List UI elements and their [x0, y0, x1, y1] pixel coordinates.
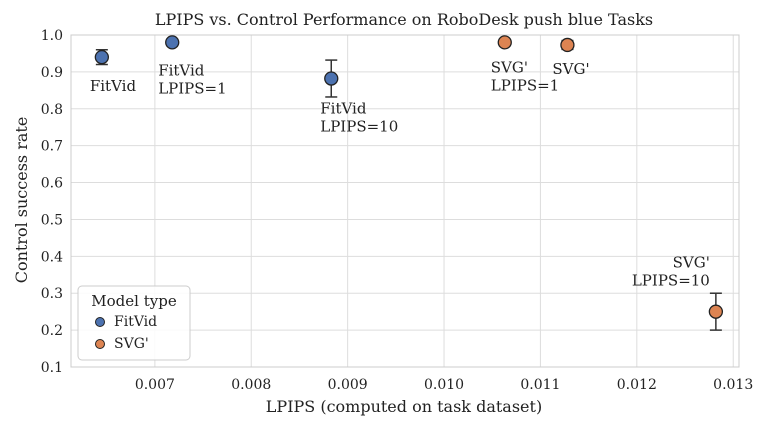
x-tick-labels: 0.007 0.008 0.009 0.010 0.011 0.012 0.013	[135, 377, 753, 393]
x-tick-label: 0.008	[231, 377, 271, 393]
point-annotation: LPIPS=10	[632, 272, 710, 290]
y-tick-label: 0.3	[41, 286, 63, 302]
y-tick-label: 0.6	[41, 176, 63, 192]
x-tick-label: 0.009	[328, 377, 368, 393]
x-tick-label: 0.010	[424, 377, 464, 393]
data-point-svg	[497, 35, 512, 50]
legend-title: Model type	[91, 292, 177, 310]
y-tick-label: 0.9	[41, 65, 63, 81]
legend: Model type FitVid SVG'	[77, 285, 191, 361]
x-tick-label: 0.012	[617, 377, 657, 393]
legend-label: SVG'	[114, 336, 149, 352]
point-annotation: LPIPS=1	[158, 79, 226, 97]
data-point-fitvid	[324, 71, 339, 86]
point-annotation: SVG'	[552, 60, 589, 78]
y-tick-label: 0.1	[41, 360, 63, 376]
point-annotation: LPIPS=1	[491, 76, 559, 94]
legend-marker	[95, 317, 105, 327]
x-tick-label: 0.007	[135, 377, 175, 393]
point-annotation: SVG'	[673, 254, 710, 272]
legend-box	[77, 285, 191, 361]
y-tick-label: 0.2	[41, 323, 63, 339]
data-points	[94, 35, 724, 319]
point-annotation: FitVid	[90, 77, 137, 95]
point-annotation: LPIPS=10	[320, 118, 398, 136]
data-point-svg	[708, 304, 724, 319]
legend-label: FitVid	[114, 314, 157, 330]
y-tick-label: 0.7	[41, 139, 63, 155]
point-annotation: FitVid	[158, 61, 205, 79]
y-tick-label: 0.5	[41, 212, 63, 228]
y-tick-label: 0.8	[41, 102, 63, 118]
x-tick-label: 0.011	[520, 377, 560, 393]
x-tick-label: 0.013	[713, 377, 753, 393]
legend-marker	[95, 339, 105, 349]
data-point-svg	[560, 37, 575, 53]
data-point-fitvid	[165, 35, 180, 50]
x-axis-title: LPIPS (computed on task dataset)	[266, 397, 542, 416]
point-annotation: FitVid	[320, 100, 367, 118]
y-tick-label: 1.0	[41, 28, 63, 44]
plot-frame	[70, 34, 740, 368]
point-annotation: SVG'	[491, 58, 528, 76]
y-tick-labels: 0.1 0.2 0.3 0.4 0.5 0.6 0.7 0.8 0.9 1.0	[41, 28, 63, 376]
chart-title: LPIPS vs. Control Performance on RoboDes…	[155, 10, 653, 29]
y-axis-title: Control success rate	[12, 117, 31, 284]
point-annotations: FitVidFitVidLPIPS=1FitVidLPIPS=10SVG'LPI…	[90, 58, 710, 289]
data-point-fitvid	[94, 49, 109, 65]
y-tick-label: 0.4	[41, 249, 63, 265]
